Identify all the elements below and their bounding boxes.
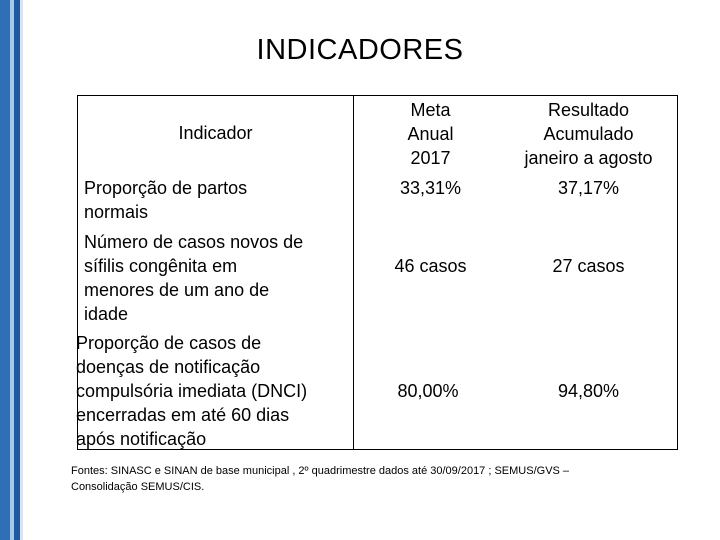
left-decorative-stripe [0,0,26,540]
row-2-resultado: 27 casos [552,256,625,276]
indicators-table: Indicador Meta Anual 2017 Resultado Acum… [76,95,678,450]
row-3-meta: 80,00% [397,381,459,401]
header-resultado: Resultado Acumulado janeiro a agosto [524,100,653,168]
row-2-indicador: Número de casos novos de sífilis congêni… [84,232,304,324]
source-footnote: Fontes: SINASC e SINAN de base municipal… [71,465,570,493]
row-1-indicador: Proporção de partos normais [84,178,248,222]
row-2-meta: 46 casos [394,256,467,276]
row-1-resultado: 37,17% [557,178,620,198]
row-3-resultado: 94,80% [557,381,620,401]
page-title: INDICADORES [256,34,464,66]
header-meta: Meta Anual 2017 [407,100,454,168]
row-1-meta: 33,31% [399,178,462,198]
row-3-indicador: Proporção de casos de doenças de notific… [76,333,308,449]
column-divider [353,96,354,449]
header-indicador: Indicador [178,123,253,143]
